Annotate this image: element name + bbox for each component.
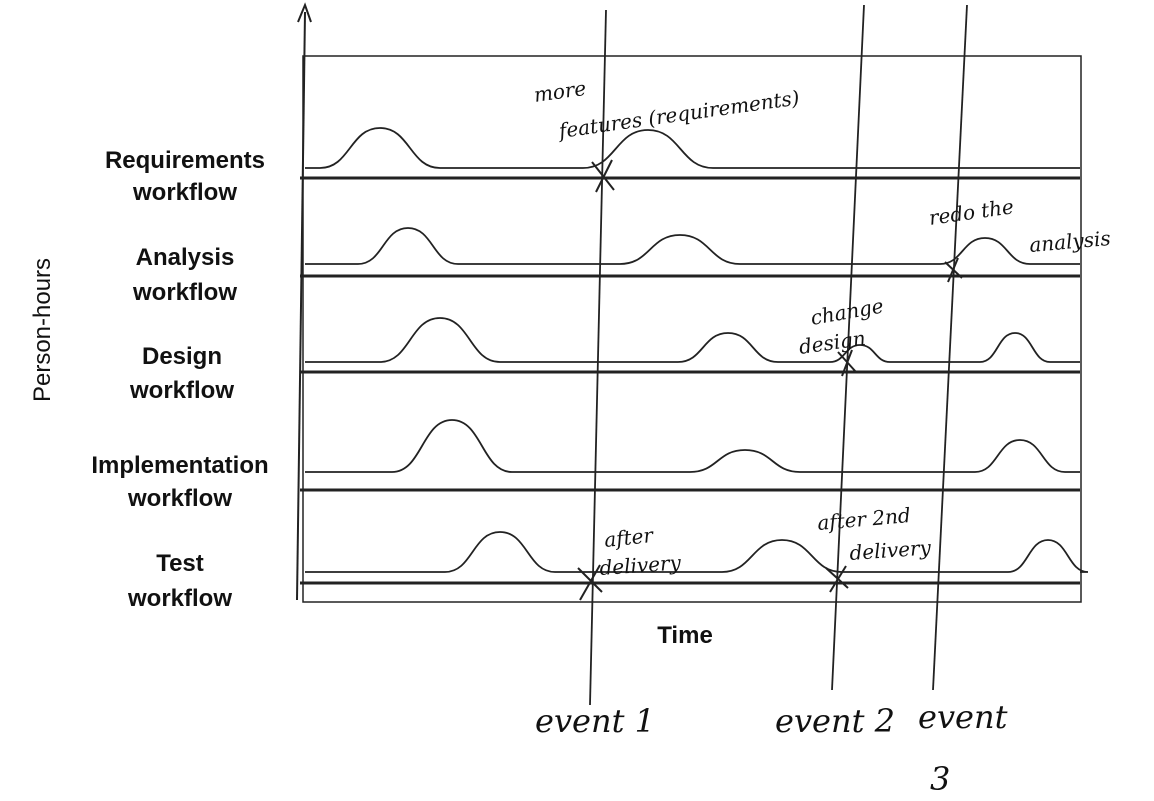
row-label: Requirements <box>105 147 265 174</box>
row-label: Design <box>142 343 222 370</box>
annotation: delivery <box>599 550 683 580</box>
workload-curve <box>305 227 1080 265</box>
curves <box>300 127 1089 585</box>
workload-curve <box>305 531 1089 573</box>
annotation: after <box>603 523 655 552</box>
y-axis-arrow <box>297 2 312 23</box>
event-label: 3 <box>930 760 950 798</box>
event-line <box>831 4 865 691</box>
cross-marks <box>577 159 963 601</box>
frame <box>302 55 1082 603</box>
row-label: workflow <box>127 485 232 512</box>
row-label: Analysis <box>136 244 235 271</box>
event-label: event 1 <box>535 702 655 740</box>
annotation: delivery <box>849 535 933 565</box>
event-line <box>589 9 607 706</box>
workload-curve <box>305 419 1080 473</box>
y-axis-label: Person-hours <box>29 258 56 402</box>
workload-curve <box>305 127 1080 169</box>
row-label: Test <box>156 550 204 577</box>
row-label: workflow <box>127 585 232 612</box>
workload-curve <box>305 317 1080 363</box>
event-label: event <box>918 698 1008 736</box>
row-label: workflow <box>132 279 237 306</box>
row-label: workflow <box>132 179 237 206</box>
event-label: event 2 <box>775 702 895 740</box>
row-label: workflow <box>129 377 234 404</box>
x-axis-label: Time <box>657 622 713 649</box>
event-line <box>932 4 968 691</box>
row-label: Implementation <box>91 452 268 479</box>
